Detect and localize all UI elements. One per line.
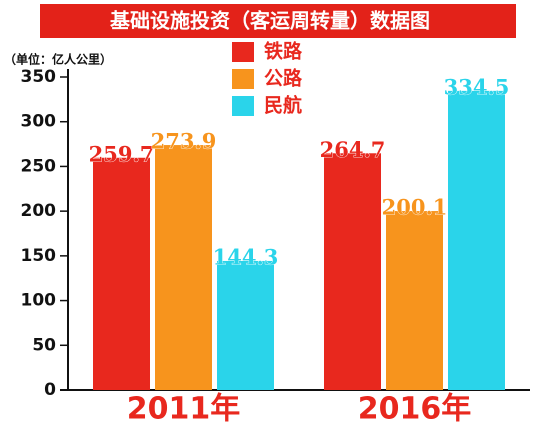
value-label: 144.3 (213, 244, 279, 269)
x-tick-label: 2011年 (127, 392, 241, 426)
bar (448, 90, 505, 391)
value-label: 259.7 (89, 141, 155, 166)
value-label: 200.1 (382, 195, 448, 220)
bar (386, 211, 443, 390)
y-tick-label: 100 (21, 291, 57, 311)
x-tick-label: 2016年 (358, 392, 472, 426)
y-tick-label: 300 (21, 112, 57, 132)
y-tick-label: 350 (21, 67, 57, 87)
y-tick-label: 50 (32, 335, 56, 355)
bar (217, 260, 274, 390)
bar (324, 153, 381, 390)
value-label: 334.5 (444, 74, 510, 99)
y-tick-label: 250 (21, 156, 57, 176)
value-label: 273.9 (151, 129, 217, 154)
legend-swatch (232, 96, 254, 116)
legend-label: 民航 (264, 94, 302, 117)
y-tick-label: 150 (21, 246, 57, 266)
legend-swatch (232, 42, 254, 62)
title-banner (40, 4, 516, 38)
legend-label: 公路 (264, 67, 303, 90)
y-tick-label: 200 (21, 201, 57, 221)
legend-swatch (232, 69, 254, 89)
bar (93, 157, 150, 390)
value-label: 264.7 (320, 137, 386, 162)
y-tick-label: 0 (44, 380, 56, 400)
bar (155, 145, 212, 390)
legend-label: 铁路 (264, 40, 303, 63)
unit-label: （单位：亿人公里） (4, 52, 112, 67)
chart-title: 基础设施投资（客运周转量）数据图 (110, 9, 430, 33)
